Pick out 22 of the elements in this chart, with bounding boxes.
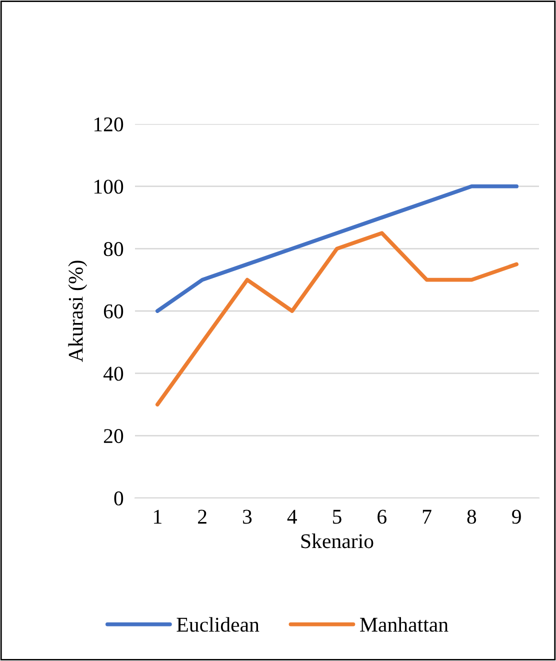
y-tick-label: 60 bbox=[104, 304, 124, 318]
x-tick-label: 4 bbox=[287, 510, 297, 524]
y-tick-label: 100 bbox=[94, 180, 124, 194]
x-tick-label: 1 bbox=[154, 510, 162, 524]
x-tick-label: 8 bbox=[467, 510, 476, 524]
legend-label: Manhattan bbox=[360, 617, 448, 632]
x-tick-label: 7 bbox=[422, 510, 432, 524]
y-tick-label: 40 bbox=[103, 366, 124, 381]
y-axis-title: Akurasi (%) bbox=[68, 260, 88, 362]
y-tick-label: 120 bbox=[94, 117, 124, 132]
x-axis-title: Skenario bbox=[301, 534, 374, 548]
x-tick-label: 6 bbox=[378, 510, 386, 524]
x-tick-label: 5 bbox=[333, 510, 342, 524]
x-tick-label: 2 bbox=[198, 510, 206, 524]
line-series bbox=[156, 231, 518, 406]
legend-label: Euclidean bbox=[176, 617, 260, 632]
y-tick-label: 20 bbox=[104, 429, 124, 444]
line-series bbox=[156, 184, 518, 313]
y-tick-label: 80 bbox=[104, 242, 124, 256]
x-tick-label: 9 bbox=[512, 510, 521, 524]
y-tick-label: 0 bbox=[114, 491, 124, 506]
x-tick-label: 3 bbox=[243, 510, 252, 524]
